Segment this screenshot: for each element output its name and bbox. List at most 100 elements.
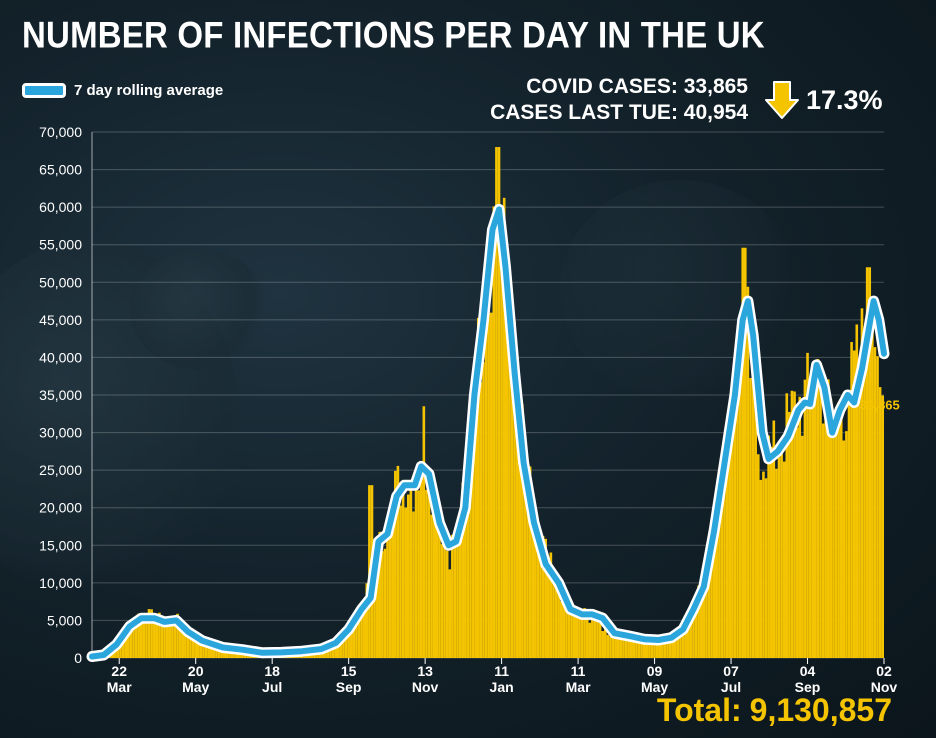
- total-label: Total:: [656, 692, 742, 728]
- daily-case-bar: [168, 617, 172, 658]
- daily-case-bar: [575, 606, 579, 658]
- daily-case-bar: [173, 623, 177, 658]
- daily-case-bar: [443, 537, 446, 658]
- daily-case-bar: [526, 477, 529, 658]
- daily-case-bar: [476, 317, 480, 658]
- daily-case-bar: [510, 380, 514, 658]
- x-tick-day: 22: [111, 663, 127, 679]
- daily-case-bar: [388, 533, 392, 658]
- daily-case-bar: [396, 465, 400, 658]
- daily-case-bar: [622, 636, 625, 658]
- daily-case-bar: [707, 554, 711, 658]
- x-tick-day: 09: [647, 663, 663, 679]
- total-value: 9,130,857: [749, 692, 892, 728]
- daily-case-bar: [406, 494, 410, 658]
- y-tick-label: 40,000: [39, 349, 82, 365]
- y-tick-label: 35,000: [39, 387, 82, 403]
- daily-case-bar: [614, 636, 617, 658]
- daily-case-bar: [186, 633, 190, 658]
- daily-case-bar: [189, 636, 192, 658]
- down-arrow-icon: [765, 81, 799, 119]
- daily-case-bar: [445, 550, 449, 658]
- daily-case-bar: [813, 390, 817, 658]
- daily-case-bar: [629, 639, 633, 658]
- daily-case-bar: [464, 468, 467, 658]
- y-tick-label: 70,000: [39, 124, 82, 140]
- daily-case-bar: [546, 559, 550, 658]
- daily-case-bar: [671, 633, 675, 658]
- daily-case-bar: [819, 369, 822, 658]
- daily-case-bar: [139, 615, 143, 658]
- daily-case-bar: [453, 542, 457, 658]
- daily-case-bar: [386, 538, 389, 658]
- daily-case-bar: [572, 606, 576, 658]
- daily-case-bar: [409, 483, 413, 658]
- daily-case-bar: [204, 642, 208, 658]
- daily-case-bar: [458, 537, 462, 658]
- y-tick-label: 55,000: [39, 237, 82, 253]
- daily-case-bar: [863, 338, 866, 658]
- daily-case-bar: [209, 643, 213, 658]
- daily-case-bar: [718, 471, 721, 658]
- daily-case-bar: [868, 267, 872, 658]
- daily-case-bar: [658, 639, 662, 658]
- y-tick-label: 5,000: [47, 612, 82, 628]
- daily-case-bar: [137, 613, 140, 658]
- daily-case-bar: [565, 600, 568, 658]
- rolling-average-line: [89, 206, 887, 660]
- daily-case-bar: [860, 308, 864, 658]
- daily-case-bar: [788, 411, 791, 658]
- daily-case-bar: [702, 582, 706, 658]
- daily-case-bar: [720, 508, 724, 658]
- chart-title: NUMBER OF INFECTIONS PER DAY IN THE UK: [22, 14, 765, 56]
- daily-case-bar: [489, 312, 493, 658]
- daily-case-bar: [194, 637, 197, 658]
- daily-case-bar: [751, 350, 755, 658]
- latest-value-label: 33,865: [860, 398, 900, 413]
- daily-case-bar: [150, 609, 153, 658]
- daily-case-bar: [837, 402, 840, 658]
- y-tick-label: 65,000: [39, 162, 82, 178]
- covid-cases-stat: COVID CASES: 33,865: [526, 75, 748, 98]
- daily-case-bar: [196, 638, 200, 658]
- daily-case-bar: [578, 612, 581, 658]
- daily-case-bar: [871, 326, 874, 658]
- daily-case-bar: [487, 290, 490, 658]
- daily-case-bar: [852, 350, 856, 658]
- daily-case-bar: [640, 640, 643, 658]
- y-tick-label: 45,000: [39, 312, 82, 328]
- x-tick-day: 18: [264, 663, 280, 679]
- daily-case-bar: [674, 634, 677, 658]
- daily-case-bar: [705, 574, 708, 658]
- daily-case-bar: [881, 395, 885, 658]
- daily-case-bar: [171, 622, 174, 658]
- y-tick-label: 15,000: [39, 537, 82, 553]
- daily-case-bar: [562, 585, 566, 658]
- daily-case-bar: [435, 526, 439, 658]
- daily-case-bar: [850, 342, 853, 658]
- daily-case-bar: [479, 382, 483, 658]
- daily-case-bar: [676, 632, 680, 658]
- daily-case-bar: [842, 440, 846, 658]
- daily-case-bar: [427, 496, 431, 658]
- daily-case-bar: [513, 321, 516, 658]
- daily-case-bar: [521, 404, 524, 658]
- daily-case-bar: [158, 612, 161, 658]
- x-tick-day: 02: [876, 663, 892, 679]
- daily-case-bar: [500, 224, 503, 658]
- daily-case-bar: [632, 636, 636, 658]
- daily-case-bar: [642, 636, 646, 658]
- daily-case-bar: [419, 477, 423, 658]
- daily-case-bar: [591, 620, 594, 658]
- daily-case-bar: [606, 634, 610, 658]
- daily-case-bar: [160, 624, 164, 658]
- daily-case-bar: [355, 611, 358, 658]
- daily-case-bar: [635, 640, 638, 658]
- daily-case-bar: [694, 598, 698, 658]
- daily-case-bar: [456, 524, 459, 658]
- daily-case-bar: [567, 603, 571, 658]
- daily-case-bar: [145, 622, 148, 658]
- y-tick-label: 60,000: [39, 199, 82, 215]
